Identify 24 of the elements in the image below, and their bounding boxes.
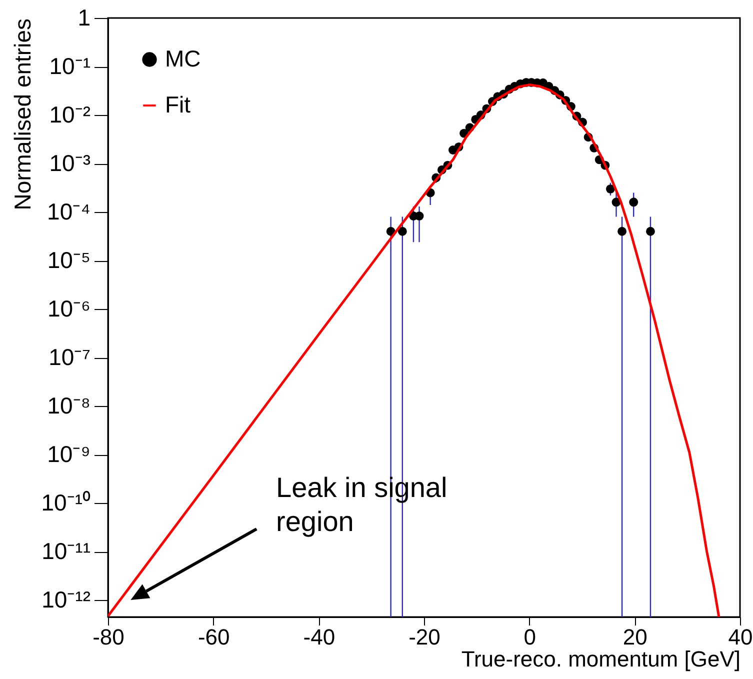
x-tick-label: -20 xyxy=(408,624,440,650)
x-axis-title: True-reco. momentum [GeV] xyxy=(461,646,740,672)
y-tick-label: 10⁻⁹ xyxy=(47,441,90,468)
y-tick-label: 10⁻⁶ xyxy=(47,296,90,322)
y-axis-title: Normalised entries xyxy=(9,18,36,210)
y-tick-label: 10⁻⁴ xyxy=(47,198,90,225)
y-tick-label: 10⁻¹⁰ xyxy=(41,490,90,516)
y-tick-label: 10⁻⁷ xyxy=(48,344,90,370)
y-tick-label: 10⁻⁸ xyxy=(47,392,90,419)
x-tick-label: -60 xyxy=(198,624,230,650)
x-tick-label: 0 xyxy=(524,624,536,650)
y-tick-label: 10⁻¹¹ xyxy=(42,538,91,564)
y-tick-label: 1 xyxy=(78,4,90,30)
x-tick-label: -40 xyxy=(303,624,336,650)
legend-label: Fit xyxy=(165,92,192,118)
y-tick-label: 10⁻³ xyxy=(49,150,91,176)
x-tick-label: 20 xyxy=(622,624,648,650)
x-tick-label: -80 xyxy=(92,624,124,650)
y-tick-label: 10⁻⁵ xyxy=(47,247,90,274)
x-tick-label: 40 xyxy=(728,624,753,650)
y-tick-label: 10⁻¹ xyxy=(49,53,91,80)
legend-label: MC xyxy=(165,46,201,72)
y-tick-label: 10⁻¹² xyxy=(42,586,91,613)
y-tick-label: 10⁻² xyxy=(49,102,91,128)
